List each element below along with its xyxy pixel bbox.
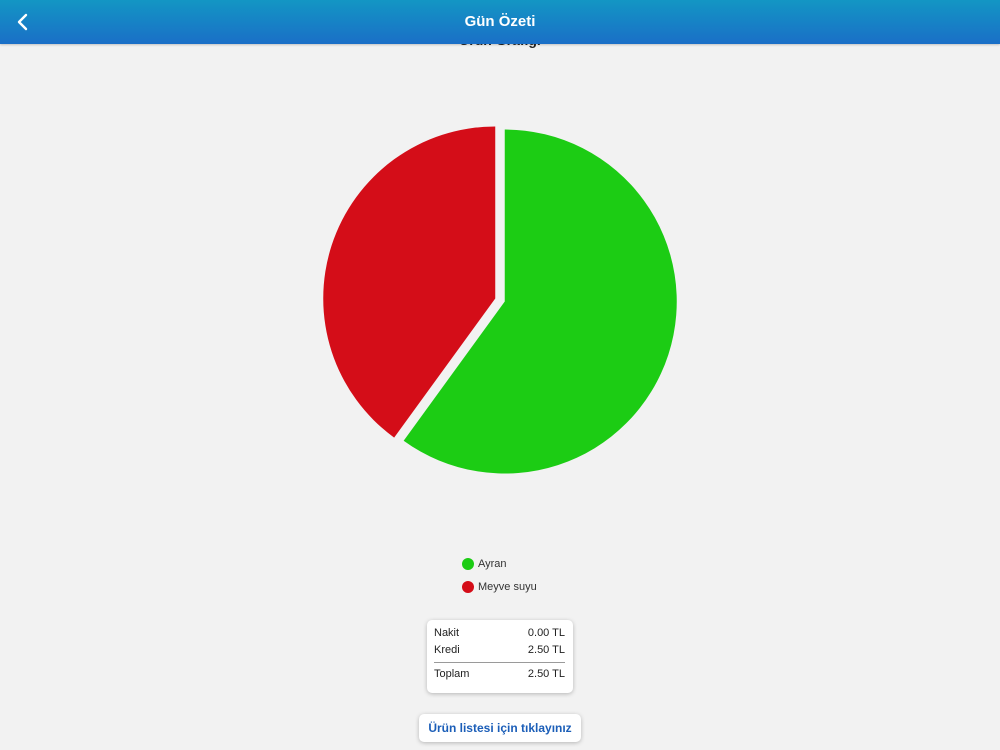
- summary-divider: [434, 662, 565, 663]
- pie-slice-meyve-suyu: [323, 126, 496, 438]
- back-button[interactable]: [6, 6, 38, 38]
- legend-swatch-meyve-suyu: [462, 580, 474, 593]
- navigation-bar: Gün Özeti: [0, 0, 1000, 44]
- legend-item-ayran: Ayran: [462, 552, 537, 575]
- legend-label-meyve-suyu: Meyve suyu: [478, 580, 537, 593]
- summary-label-cash: Nakit: [434, 627, 460, 639]
- legend-item-meyve-suyu: Meyve suyu: [462, 575, 537, 598]
- legend-swatch-ayran: [462, 557, 474, 570]
- pie-slice-ayran: [403, 129, 677, 474]
- summary-value-total: 2.50 TL: [527, 668, 565, 680]
- summary-value-cash: 0.00 TL: [527, 627, 565, 639]
- pie-chart: [323, 126, 677, 474]
- summary-row-credit: Kredi 2.50 TL: [434, 644, 565, 656]
- summary-row-total: Toplam 2.50 TL: [434, 668, 565, 680]
- legend-label-ayran: Ayran: [478, 557, 507, 570]
- payment-summary-card: Nakit 0.00 TL Kredi 2.50 TL Toplam 2.50 …: [427, 620, 573, 693]
- summary-label-credit: Kredi: [434, 644, 460, 656]
- summary-row-cash: Nakit 0.00 TL: [434, 627, 565, 639]
- summary-value-credit: 2.50 TL: [527, 644, 565, 656]
- page-title: Gün Özeti: [464, 13, 536, 30]
- chevron-left-icon: [17, 13, 28, 31]
- product-list-button[interactable]: Ürün listesi için tıklayınız: [419, 714, 581, 742]
- summary-label-total: Toplam: [434, 668, 470, 680]
- chart-legend: Ayran Meyve suyu: [462, 552, 537, 598]
